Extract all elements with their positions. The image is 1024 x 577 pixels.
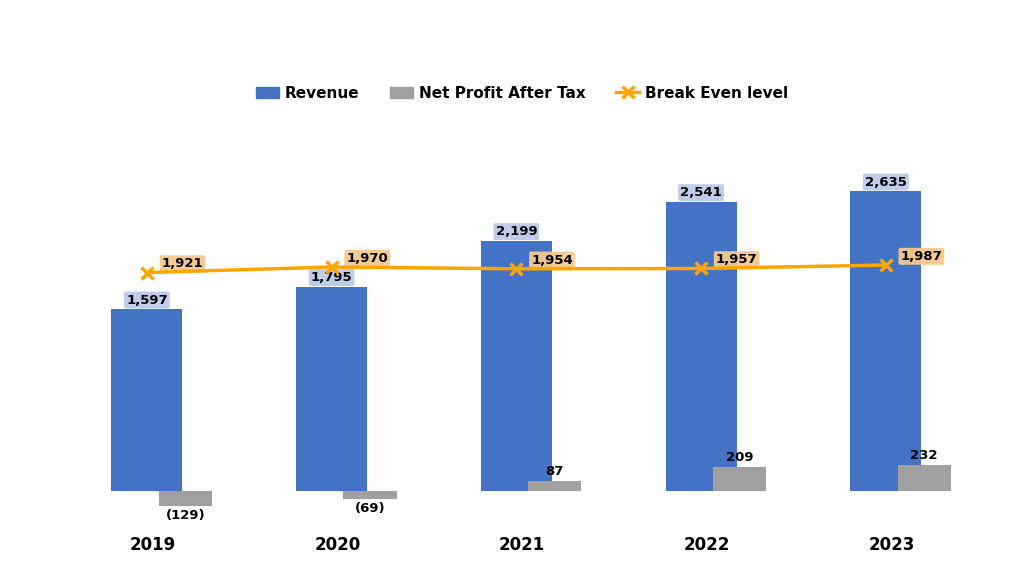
Text: 1,957: 1,957 xyxy=(716,253,758,266)
Bar xyxy=(898,464,951,491)
Text: 2,635: 2,635 xyxy=(865,175,906,189)
Text: 2,199: 2,199 xyxy=(496,225,538,238)
Text: 1,921: 1,921 xyxy=(162,257,204,270)
Text: 1,954: 1,954 xyxy=(531,253,572,267)
Bar xyxy=(713,467,766,491)
Text: 2,541: 2,541 xyxy=(680,186,722,199)
Bar xyxy=(666,202,736,491)
Text: 209: 209 xyxy=(726,451,754,464)
Bar xyxy=(850,192,922,491)
Text: Break Even Chart ($'000): Break Even Chart ($'000) xyxy=(365,81,659,101)
Bar xyxy=(528,481,582,491)
Text: 232: 232 xyxy=(910,449,938,462)
Bar xyxy=(112,309,182,491)
Text: (69): (69) xyxy=(354,502,385,515)
Bar xyxy=(159,491,212,505)
Bar xyxy=(343,491,396,499)
Bar xyxy=(296,287,367,491)
Text: 87: 87 xyxy=(546,465,564,478)
Text: 1,795: 1,795 xyxy=(311,271,352,284)
Text: 1,987: 1,987 xyxy=(900,250,942,263)
Text: 1,970: 1,970 xyxy=(346,252,388,265)
Legend: Revenue, Net Profit After Tax, Break Even level: Revenue, Net Profit After Tax, Break Eve… xyxy=(250,80,795,107)
Bar xyxy=(481,241,552,491)
Text: (129): (129) xyxy=(166,508,205,522)
Text: 1,597: 1,597 xyxy=(126,294,168,306)
